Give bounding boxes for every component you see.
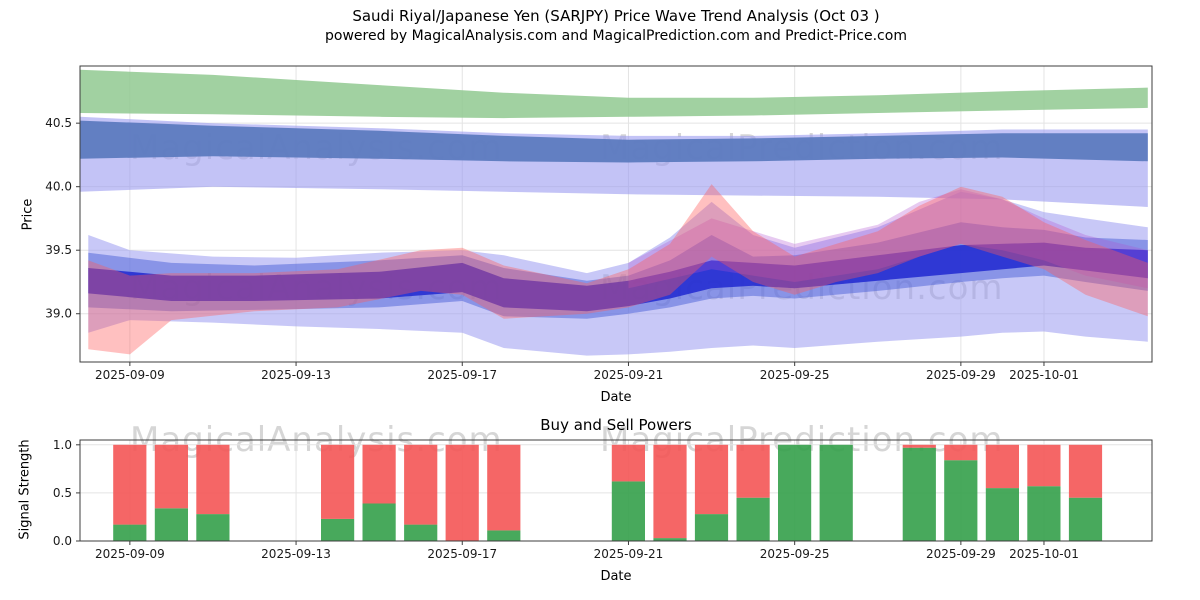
x-tick-label: 2025-09-29 [926,368,996,382]
bar-buy-segment [1068,497,1103,541]
bar-sell-segment [902,444,936,448]
x-tick-label: 2025-10-01 [1009,547,1079,561]
bar-buy-segment [944,460,978,541]
bar-buy-segment [1027,486,1061,541]
y-tick-label: 0.5 [53,486,72,500]
bar-sell-segment [1027,444,1061,487]
bar-buy-segment [819,444,853,541]
y-tick-label: 40.0 [45,180,72,194]
price-axis-label: Price [20,198,36,231]
band-upper-slate [80,120,1148,163]
band-magenta-wave [628,189,1148,289]
bar-buy-segment [611,481,645,541]
bar-sell-segment [196,444,230,515]
bar-sell-segment [362,444,396,504]
x-tick-label: 2025-09-25 [760,368,830,382]
bar-sell-segment [321,444,355,519]
bar-sell-segment [985,444,1019,489]
bar-sell-segment [736,444,770,498]
date-axis-label-top: Date [600,390,632,405]
signal-strength-axis-label: Signal Strength [17,439,33,540]
y-tick-label: 1.0 [53,438,72,452]
x-tick-label: 2025-09-09 [95,368,165,382]
bar-sell-segment [154,444,188,509]
figure-subtitle: powered by MagicalAnalysis.com and Magic… [325,28,907,44]
bar-buy-segment [362,503,396,541]
bar-buy-segment [404,524,438,541]
bar-buy-segment [487,530,521,541]
bar-sell-segment [113,444,147,525]
y-tick-label: 39.0 [45,307,72,321]
figure-title: Saudi Riyal/Japanese Yen (SARJPY) Price … [352,7,880,25]
band-core-dark-blue [88,242,1148,312]
x-tick-label: 2025-10-01 [1009,368,1079,382]
bar-buy-segment [985,488,1019,541]
bar-buy-segment [196,514,230,541]
plot-border [79,439,1153,542]
x-tick-label: 2025-09-09 [95,547,165,561]
x-tick-label: 2025-09-17 [427,547,497,561]
bar-sell-segment [487,444,521,531]
bar-sell-segment [404,444,438,525]
bar-sell-segment [611,444,645,482]
bar-sell-segment [944,444,978,461]
bar-buy-segment [694,514,729,541]
bar-sell-segment [445,444,479,541]
bar-buy-segment [736,497,770,541]
bar-buy-segment [154,508,188,541]
bar-sell-segment [1068,444,1103,498]
plot-border [79,65,1153,363]
y-tick-label: 39.5 [45,243,72,257]
x-tick-label: 2025-09-29 [926,547,996,561]
bar-buy-segment [321,518,355,541]
bar-buy-segment [902,447,936,541]
date-axis-label-bottom: Date [600,569,632,584]
buy-sell-powers-title: Buy and Sell Powers [540,416,692,434]
x-tick-label: 2025-09-17 [427,368,497,382]
x-tick-label: 2025-09-21 [594,368,664,382]
x-tick-label: 2025-09-21 [594,547,664,561]
x-tick-label: 2025-09-13 [261,368,331,382]
band-upper-green [80,69,1148,119]
x-tick-label: 2025-09-13 [261,547,331,561]
bar-sell-segment [653,444,687,539]
y-tick-label: 0.0 [53,534,72,548]
y-tick-label: 40.5 [45,116,72,130]
bar-buy-segment [653,538,687,541]
bar-buy-segment [778,444,812,541]
x-tick-label: 2025-09-25 [760,547,830,561]
band-lower-wide-lavender [88,191,1148,356]
bar-sell-segment [694,444,729,515]
bar-buy-segment [113,524,147,541]
